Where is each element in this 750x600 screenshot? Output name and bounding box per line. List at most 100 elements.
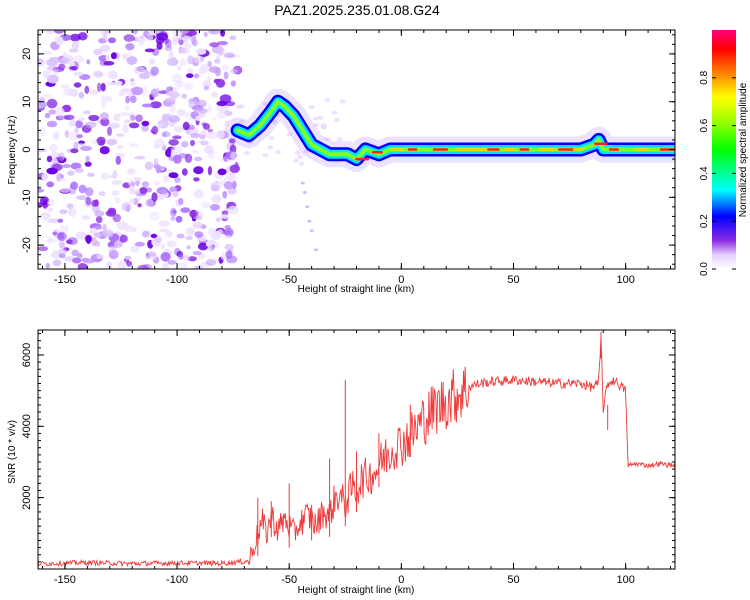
- y-tick-label: 0: [21, 146, 33, 152]
- noise-speckle: [84, 187, 94, 197]
- noise-speckle: [69, 33, 81, 42]
- colorbar-tick-label: 0.6: [699, 118, 710, 132]
- snr-y-label: SNR (10 * v/v): [7, 420, 18, 484]
- noise-speckle: [163, 175, 169, 183]
- noise-speckle: [106, 138, 118, 146]
- noise-speckle: [162, 131, 171, 138]
- noise-speckle: [153, 236, 162, 244]
- noise-speckle: [168, 172, 179, 179]
- noise-speckle: [118, 89, 126, 97]
- noise-speckle: [194, 156, 203, 162]
- noise-speckle: [197, 242, 209, 251]
- noise-speckle: [230, 80, 236, 87]
- noise-speckle: [217, 41, 229, 46]
- noise-speckle: [161, 145, 167, 151]
- noise-speckle: [191, 35, 197, 45]
- noise-speckle: [71, 40, 80, 50]
- noise-speckle: [119, 234, 128, 243]
- noise-speckle: [188, 124, 195, 130]
- noise-speckle: [68, 119, 76, 127]
- noise-speckle: [107, 126, 112, 136]
- noise-speckle: [201, 122, 207, 127]
- noise-speckle: [187, 55, 195, 65]
- noise-speckle: [182, 121, 190, 131]
- noise-speckle: [243, 150, 250, 155]
- y-tick-label: 6000: [21, 343, 33, 367]
- noise-speckle: [150, 66, 159, 76]
- noise-speckle: [217, 168, 227, 176]
- noise-speckle: [228, 138, 236, 144]
- noise-speckle: [73, 141, 79, 150]
- spectrogram-y-label: Frequency (Hz): [7, 116, 18, 185]
- noise-speckle: [141, 120, 150, 127]
- noise-speckle: [116, 144, 124, 150]
- noise-speckle: [102, 32, 108, 42]
- noise-speckle: [235, 104, 242, 109]
- noise-speckle: [44, 215, 49, 223]
- noise-speckle: [48, 218, 59, 224]
- noise-speckle: [127, 168, 136, 175]
- y-tick-label: 20: [21, 48, 33, 60]
- noise-speckle: [128, 122, 140, 129]
- noise-speckle: [201, 202, 211, 209]
- noise-speckle: [59, 209, 68, 215]
- noise-speckle: [224, 243, 234, 251]
- noise-speckle: [134, 155, 146, 160]
- noise-speckle: [60, 84, 70, 89]
- colorbar-ticks: 0.0 0.2 0.4 0.6 0.8: [699, 70, 736, 276]
- noise-speckle: [79, 74, 91, 80]
- colorbar-gradient: [712, 30, 736, 269]
- noise-speckle: [72, 257, 82, 264]
- noise-speckle: [58, 248, 68, 255]
- noise-speckle: [305, 205, 310, 209]
- noise-speckle: [220, 214, 230, 219]
- noise-speckle: [217, 47, 225, 56]
- noise-speckle: [59, 187, 71, 193]
- noise-speckle: [192, 216, 202, 220]
- noise-speckle: [138, 73, 150, 80]
- noise-speckle: [229, 68, 238, 74]
- noise-speckle: [178, 46, 183, 54]
- noise-speckle: [108, 122, 121, 129]
- noise-speckle: [111, 189, 120, 196]
- noise-speckle: [38, 246, 49, 252]
- noise-speckle: [115, 155, 122, 165]
- noise-speckle: [64, 224, 69, 233]
- noise-speckle: [180, 207, 191, 213]
- noise-speckle: [222, 190, 228, 199]
- noise-speckle: [93, 48, 103, 56]
- noise-speckle: [199, 134, 206, 140]
- noise-speckle: [42, 69, 51, 79]
- noise-speckle: [132, 30, 138, 35]
- noise-speckle: [125, 43, 135, 51]
- noise-speckle: [87, 172, 95, 177]
- noise-speckle: [160, 166, 166, 171]
- noise-speckle: [84, 121, 97, 129]
- noise-speckle: [48, 68, 59, 74]
- noise-speckle: [105, 54, 111, 62]
- noise-speckle: [307, 219, 312, 223]
- noise-speckle: [39, 101, 47, 108]
- noise-speckle: [220, 252, 227, 261]
- noise-speckle: [195, 48, 207, 55]
- noise-speckle: [144, 161, 154, 171]
- noise-speckle: [85, 196, 92, 206]
- noise-speckle: [166, 240, 177, 248]
- noise-speckle: [215, 78, 226, 88]
- noise-speckle: [309, 229, 314, 233]
- noise-speckle: [59, 178, 68, 182]
- noise-speckle: [107, 70, 118, 80]
- noise-speckle: [293, 158, 300, 163]
- noise-speckle: [141, 124, 149, 132]
- noise-speckle: [313, 123, 320, 128]
- y-tick-label: 10: [21, 96, 33, 108]
- noise-speckle: [175, 215, 183, 223]
- noise-speckle: [138, 38, 144, 47]
- noise-speckle: [88, 114, 100, 122]
- noise-speckle: [114, 153, 126, 158]
- noise-speckle: [67, 209, 75, 217]
- noise-speckle: [47, 74, 59, 84]
- noise-speckle: [148, 58, 156, 65]
- noise-speckle: [128, 177, 133, 187]
